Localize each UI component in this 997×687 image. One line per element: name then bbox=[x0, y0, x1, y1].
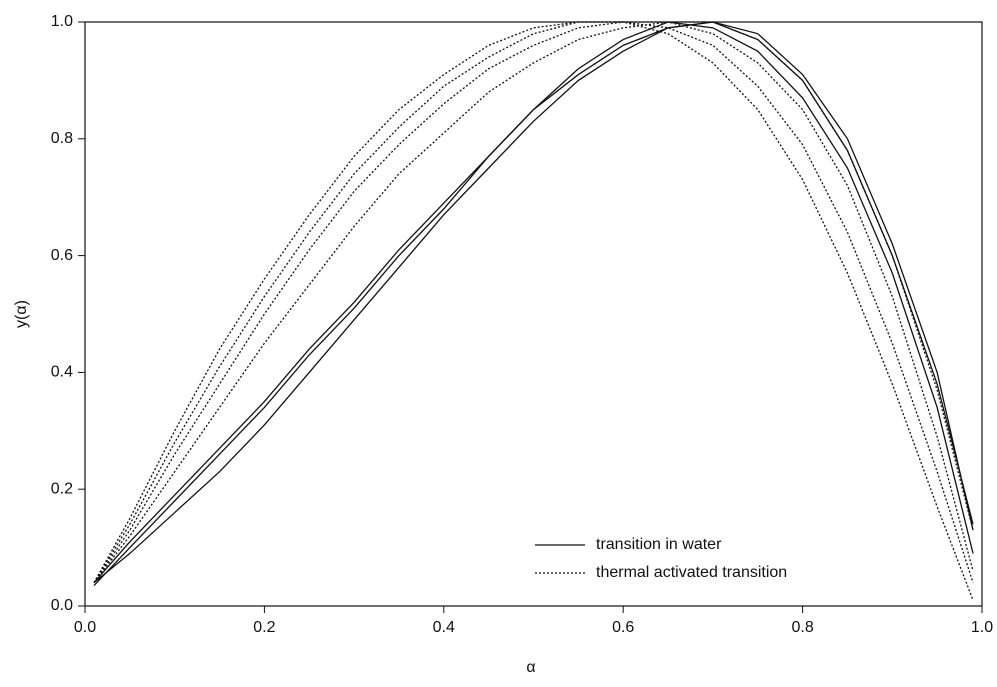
curve bbox=[93, 21, 974, 601]
x-tick-label: 0.4 bbox=[433, 619, 455, 636]
curve bbox=[93, 21, 974, 587]
y-tick-label: 0.2 bbox=[51, 480, 73, 497]
y-tick-label: 0.8 bbox=[51, 130, 73, 147]
curve bbox=[93, 21, 974, 584]
curve bbox=[93, 21, 974, 583]
x-tick-label: 1.0 bbox=[971, 619, 993, 636]
y-tick-label: 1.0 bbox=[51, 13, 73, 30]
x-tick-label: 0.8 bbox=[791, 619, 813, 636]
curve bbox=[93, 21, 974, 584]
y-tick-label: 0.4 bbox=[51, 364, 73, 381]
x-tick-label: 0.6 bbox=[612, 619, 634, 636]
plot-frame bbox=[84, 21, 983, 607]
x-tick-label: 0.2 bbox=[253, 619, 275, 636]
x-tick-label: 0.0 bbox=[74, 619, 96, 636]
y-tick-label: 0.0 bbox=[51, 597, 73, 614]
x-axis-label: α bbox=[526, 659, 535, 676]
y-tick-label: 0.6 bbox=[51, 247, 73, 264]
curve bbox=[93, 21, 974, 584]
legend-label: transition in water bbox=[596, 536, 722, 553]
y-axis-label: y(α) bbox=[13, 300, 30, 328]
legend-label: thermal activated transition bbox=[596, 564, 787, 581]
curve bbox=[93, 21, 974, 584]
